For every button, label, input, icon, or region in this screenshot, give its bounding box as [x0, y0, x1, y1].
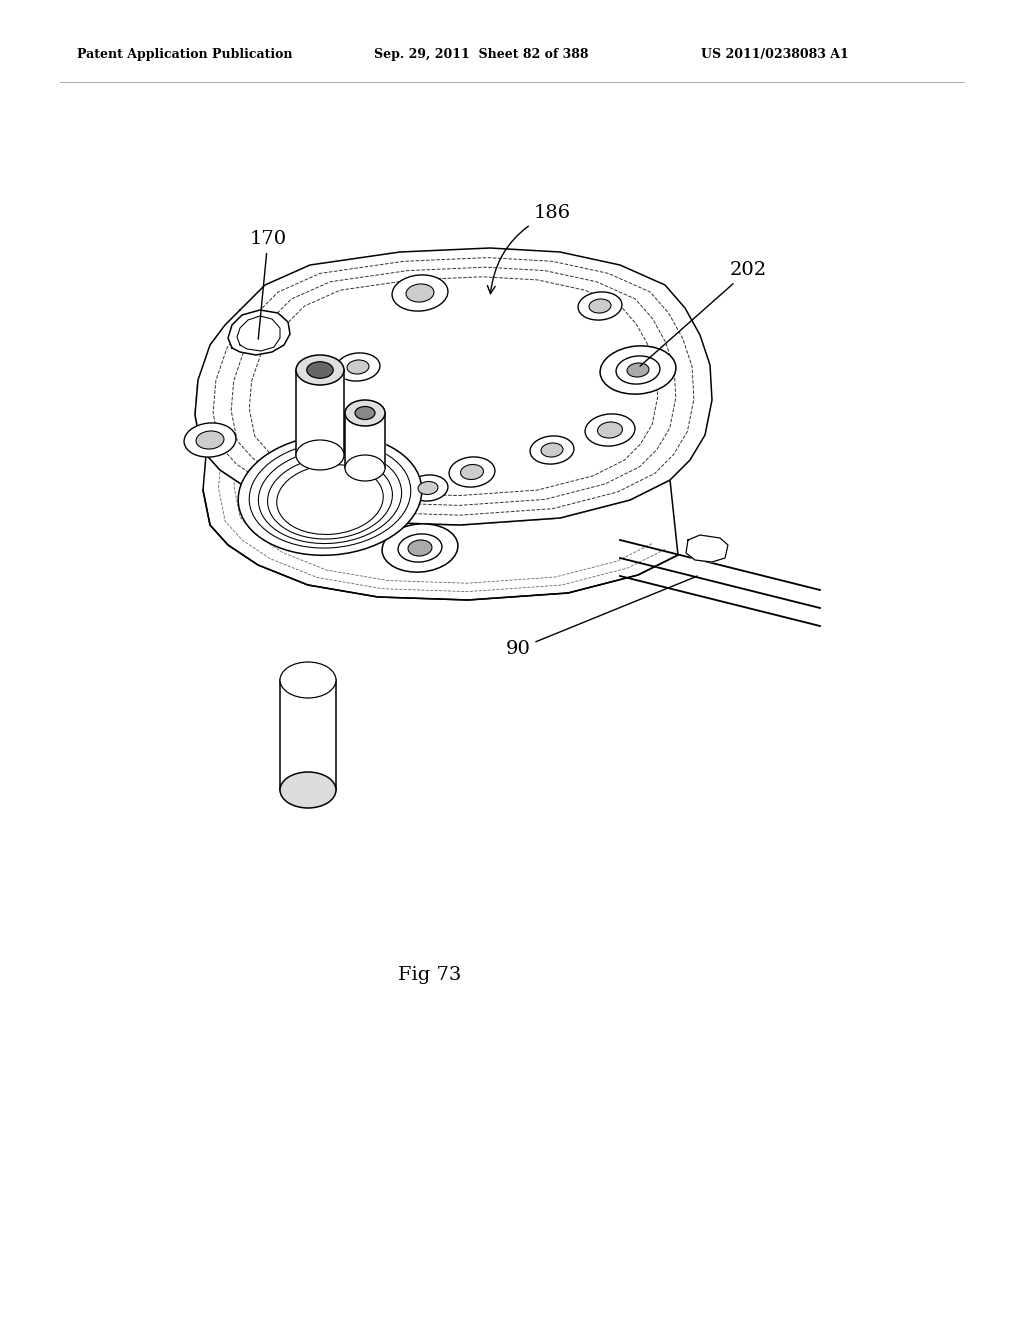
Ellipse shape	[398, 533, 442, 562]
Polygon shape	[686, 535, 728, 562]
Ellipse shape	[585, 414, 635, 446]
Ellipse shape	[345, 455, 385, 480]
Ellipse shape	[336, 352, 380, 381]
Text: US 2011/0238083 A1: US 2011/0238083 A1	[701, 48, 849, 61]
Text: Fig 73: Fig 73	[398, 966, 462, 983]
Text: Sep. 29, 2011  Sheet 82 of 388: Sep. 29, 2011 Sheet 82 of 388	[374, 48, 588, 61]
Ellipse shape	[196, 430, 224, 449]
Ellipse shape	[407, 284, 434, 302]
Text: 202: 202	[640, 261, 767, 366]
Ellipse shape	[355, 407, 375, 420]
Ellipse shape	[616, 356, 659, 384]
Ellipse shape	[541, 444, 563, 457]
Ellipse shape	[589, 298, 611, 313]
Ellipse shape	[382, 524, 458, 572]
Ellipse shape	[296, 440, 344, 470]
Ellipse shape	[600, 346, 676, 395]
Polygon shape	[195, 380, 678, 601]
Polygon shape	[345, 413, 385, 469]
Polygon shape	[228, 310, 290, 355]
Text: 186: 186	[487, 205, 570, 293]
Ellipse shape	[450, 457, 495, 487]
Polygon shape	[296, 370, 344, 455]
Text: 90: 90	[506, 576, 697, 657]
Ellipse shape	[347, 360, 369, 374]
Polygon shape	[280, 680, 336, 789]
Polygon shape	[195, 248, 712, 525]
Ellipse shape	[461, 465, 483, 479]
Text: Patent Application Publication: Patent Application Publication	[77, 48, 292, 61]
Ellipse shape	[627, 363, 649, 378]
Ellipse shape	[280, 663, 336, 698]
Ellipse shape	[408, 540, 432, 556]
Ellipse shape	[239, 434, 422, 556]
Ellipse shape	[184, 422, 236, 457]
Ellipse shape	[598, 422, 623, 438]
Ellipse shape	[408, 475, 447, 502]
Ellipse shape	[345, 400, 385, 426]
Text: 170: 170	[250, 230, 287, 339]
Ellipse shape	[280, 772, 336, 808]
Ellipse shape	[307, 362, 333, 379]
Ellipse shape	[296, 355, 344, 385]
Ellipse shape	[418, 482, 438, 495]
Ellipse shape	[530, 436, 573, 465]
Ellipse shape	[579, 292, 622, 319]
Ellipse shape	[392, 275, 447, 312]
